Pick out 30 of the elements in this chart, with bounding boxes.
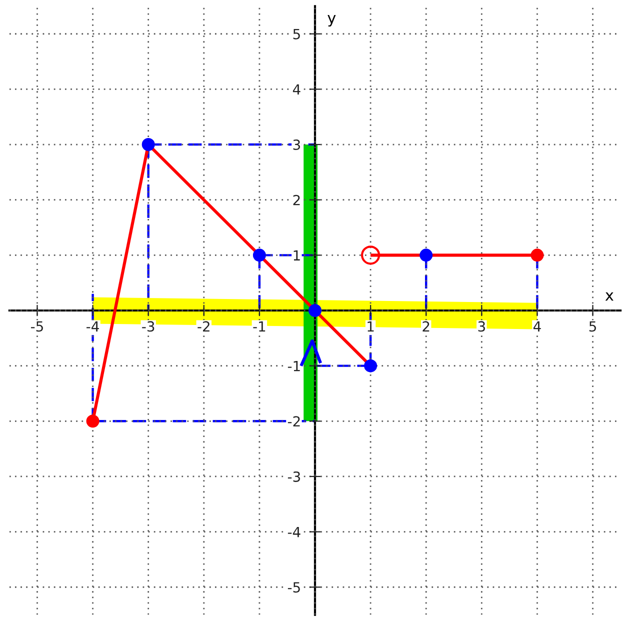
y-tick-label: 1 [294,250,300,260]
x-axis-title: x [605,292,614,301]
x-tick-label: -4 [86,321,99,332]
y-axis-title: y [328,14,336,27]
y-tick-label: -3 [288,471,300,482]
point [420,248,433,262]
point [142,138,155,152]
y-tick-label: 5 [293,29,300,40]
x-tick-label: 1 [368,321,374,332]
y-tick-label: 3 [293,139,300,150]
y-tick-label: -2 [288,416,300,426]
point [86,414,100,428]
point [308,304,322,318]
y-tick-label: -4 [288,526,300,538]
point [530,248,544,262]
x-tick-label: 3 [478,321,485,332]
point [364,359,378,372]
y-tick-label: -1 [288,360,300,372]
point [361,246,380,265]
y-tick-label: 4 [292,84,300,94]
x-tick-label: 2 [422,321,430,332]
x-tick-label: -2 [198,321,210,332]
y-tick-label: -5 [288,582,300,593]
y-tick-label: 2 [293,194,300,206]
point [252,248,266,262]
x-tick-label: 5 [589,321,596,332]
x-tick-label: -3 [142,321,154,332]
x-tick-label: 4 [533,321,541,332]
x-tick-label: -5 [30,321,43,332]
x-tick-label: -1 [253,321,266,332]
